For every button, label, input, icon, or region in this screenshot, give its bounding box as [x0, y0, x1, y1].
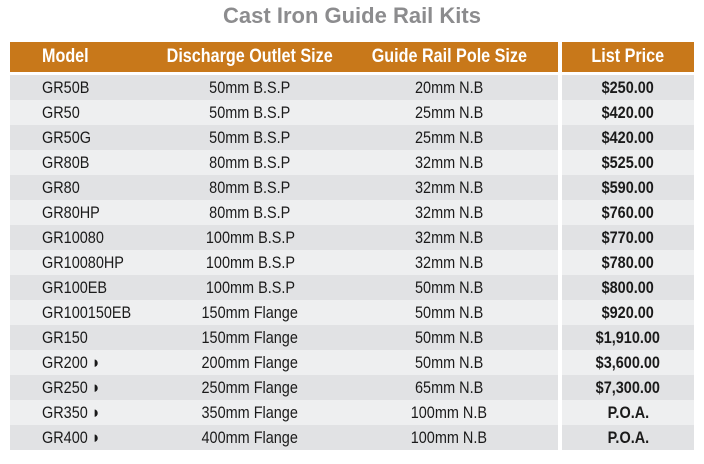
pole-cell: 25mm N.B: [414, 127, 484, 147]
discharge-cell: 200mm Flange: [201, 352, 299, 372]
pole-cell: 65mm N.B: [414, 377, 484, 397]
price-cell: $250.00: [562, 75, 694, 100]
table-row: GR10080 100mm B.S.P 32mm N.B $770.00: [10, 225, 694, 250]
discharge-cell: 350mm Flange: [201, 402, 299, 422]
discharge-cell: 80mm B.S.P: [209, 177, 291, 197]
model-cell: GR400 ◗: [42, 427, 101, 447]
pole-cell: 32mm N.B: [414, 252, 484, 272]
model-cell: GR10080HP: [42, 252, 124, 272]
price-cell: $420.00: [562, 100, 694, 125]
price-cell: $760.00: [562, 200, 694, 225]
discharge-cell: 150mm Flange: [201, 302, 299, 322]
page-title: Cast Iron Guide Rail Kits: [223, 3, 481, 28]
pole-cell: 50mm N.B: [414, 327, 484, 347]
price-cell: P.O.A.: [562, 425, 694, 450]
model-cell: GR80B: [42, 152, 90, 172]
table-row: GR150 150mm Flange 50mm N.B $1,910.00: [10, 325, 694, 350]
pole-cell: 32mm N.B: [414, 202, 484, 222]
discharge-cell: 400mm Flange: [201, 427, 299, 447]
table-header: Model Discharge Outlet Size Guide Rail P…: [10, 42, 694, 72]
discharge-cell: 100mm B.S.P: [205, 252, 295, 272]
model-cell: GR100150EB: [42, 302, 132, 322]
discharge-cell: 80mm B.S.P: [209, 152, 291, 172]
header-price: List Price: [562, 42, 694, 72]
model-cell: GR100EB: [42, 277, 108, 297]
discharge-cell: 50mm B.S.P: [209, 127, 291, 147]
model-cell: GR250 ◗: [42, 377, 101, 397]
table-row: GR350 ◗ 350mm Flange 100mm N.B P.O.A.: [10, 400, 694, 425]
table-row: GR100EB 100mm B.S.P 50mm N.B $800.00: [10, 275, 694, 300]
pole-cell: 50mm N.B: [414, 277, 484, 297]
price-cell: $770.00: [562, 225, 694, 250]
price-table: Model Discharge Outlet Size Guide Rail P…: [10, 42, 694, 450]
price-cell: $420.00: [562, 125, 694, 150]
price-cell: $1,910.00: [562, 325, 694, 350]
model-cell: GR200 ◗: [42, 352, 101, 372]
model-cell: GR50G: [42, 127, 91, 147]
price-cell: $780.00: [562, 250, 694, 275]
model-cell: GR150: [42, 327, 88, 347]
table-row: GR80 80mm B.S.P 32mm N.B $590.00: [10, 175, 694, 200]
model-cell: GR10080: [42, 227, 104, 247]
discharge-cell: 80mm B.S.P: [209, 202, 291, 222]
table-row: GR50B 50mm B.S.P 20mm N.B $250.00: [10, 75, 694, 100]
model-cell: GR80: [42, 177, 80, 197]
table-row: GR100150EB 150mm Flange 50mm N.B $920.00: [10, 300, 694, 325]
price-cell: $3,600.00: [562, 350, 694, 375]
discharge-cell: 50mm B.S.P: [209, 102, 291, 122]
table-row: GR10080HP 100mm B.S.P 32mm N.B $780.00: [10, 250, 694, 275]
discharge-cell: 250mm Flange: [201, 377, 299, 397]
pole-cell: 50mm N.B: [414, 352, 484, 372]
pole-cell: 100mm N.B: [410, 427, 488, 447]
table-row: GR50G 50mm B.S.P 25mm N.B $420.00: [10, 125, 694, 150]
price-cell: $525.00: [562, 150, 694, 175]
header-model: Model: [42, 46, 89, 67]
discharge-cell: 100mm B.S.P: [205, 227, 295, 247]
model-cell: GR350 ◗: [42, 402, 101, 422]
price-cell: $7,300.00: [562, 375, 694, 400]
pole-cell: 25mm N.B: [414, 102, 484, 122]
table-row: GR250 ◗ 250mm Flange 65mm N.B $7,300.00: [10, 375, 694, 400]
pole-cell: 100mm N.B: [410, 402, 488, 422]
model-cell: GR80HP: [42, 202, 100, 222]
header-discharge: Discharge Outlet Size: [166, 46, 334, 67]
pole-cell: 50mm N.B: [414, 302, 484, 322]
table-row: GR50 50mm B.S.P 25mm N.B $420.00: [10, 100, 694, 125]
price-cell: P.O.A.: [562, 400, 694, 425]
pole-cell: 32mm N.B: [414, 227, 484, 247]
pole-cell: 20mm N.B: [414, 77, 484, 97]
table-row: GR400 ◗ 400mm Flange 100mm N.B P.O.A.: [10, 425, 694, 450]
pole-cell: 32mm N.B: [414, 177, 484, 197]
price-cell: $920.00: [562, 300, 694, 325]
price-cell: $590.00: [562, 175, 694, 200]
header-pole: Guide Rail Pole Size: [371, 46, 527, 67]
discharge-cell: 100mm B.S.P: [205, 277, 295, 297]
table-row: GR80HP 80mm B.S.P 32mm N.B $760.00: [10, 200, 694, 225]
model-cell: GR50B: [42, 77, 90, 97]
discharge-cell: 50mm B.S.P: [209, 77, 291, 97]
model-cell: GR50: [42, 102, 80, 122]
price-cell: $800.00: [562, 275, 694, 300]
pole-cell: 32mm N.B: [414, 152, 484, 172]
table-row: GR200 ◗ 200mm Flange 50mm N.B $3,600.00: [10, 350, 694, 375]
table-row: GR80B 80mm B.S.P 32mm N.B $525.00: [10, 150, 694, 175]
discharge-cell: 150mm Flange: [201, 327, 299, 347]
